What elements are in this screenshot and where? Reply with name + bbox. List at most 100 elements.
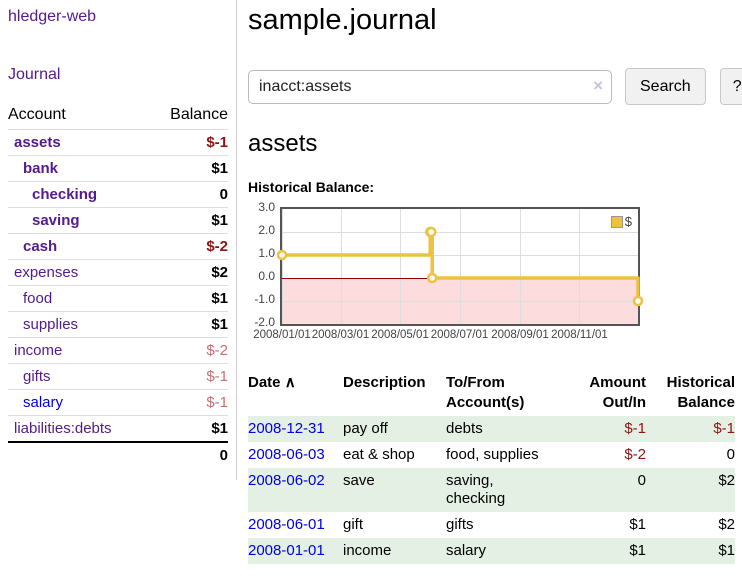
account-row: saving $1 — [8, 208, 228, 234]
transaction-accounts: saving, checking — [446, 468, 558, 512]
account-row: liabilities:debts $1 — [8, 416, 228, 443]
account-balance: $1 — [149, 416, 228, 443]
description-column-header: Description — [343, 370, 446, 416]
transaction-row: 2008-06-02 save saving, checking 0 $2 — [248, 468, 735, 512]
account-balance: $1 — [149, 208, 228, 234]
transaction-accounts: food, supplies — [446, 442, 558, 468]
transaction-balance: 0 — [646, 442, 735, 468]
register-table: Date ∧ Description To/From Account(s) Am… — [248, 370, 735, 564]
legend-label: $ — [625, 214, 632, 229]
accounts-total-value: 0 — [149, 442, 228, 468]
accounts-total-row: 0 — [8, 442, 228, 468]
account-balance: 0 — [149, 182, 228, 208]
register-header-row: Date ∧ Description To/From Account(s) Am… — [248, 370, 735, 416]
account-row: checking 0 — [8, 182, 228, 208]
account-balance: $1 — [149, 156, 228, 182]
transaction-balance: $1 — [646, 538, 735, 564]
accounts-column-header: To/From Account(s) — [446, 370, 558, 416]
transaction-accounts: debts — [446, 416, 558, 442]
transaction-row: 2008-06-01 gift gifts $1 $2 — [248, 512, 735, 538]
account-link-bank[interactable]: bank — [23, 160, 58, 177]
transaction-balance: $-1 — [646, 416, 735, 442]
page-title: sample.journal — [248, 4, 742, 37]
accounts-table: Account Balance assets $-1 bank $1 check… — [8, 101, 228, 468]
transaction-row: 2008-06-03 eat & shop food, supplies $-2… — [248, 442, 735, 468]
transaction-date-link[interactable]: 2008-06-03 — [248, 446, 325, 463]
account-link-salary[interactable]: salary — [23, 394, 63, 411]
amount-column-header: Amount Out/In — [558, 370, 646, 416]
transaction-row: 2008-12-31 pay off debts $-1 $-1 — [248, 416, 735, 442]
account-link-gifts[interactable]: gifts — [23, 368, 51, 385]
transaction-description: pay off — [343, 416, 446, 442]
account-row: income $-2 — [8, 338, 228, 364]
search-button[interactable]: Search — [625, 68, 706, 105]
transaction-balance: $2 — [646, 512, 735, 538]
account-link-food[interactable]: food — [23, 290, 52, 307]
account-balance: $2 — [149, 260, 228, 286]
account-link-income[interactable]: income — [14, 342, 62, 359]
main-content: sample.journal × Search ? assets Histori… — [237, 0, 742, 564]
account-balance: $1 — [149, 312, 228, 338]
transaction-row: 2008-01-01 income salary $1 $1 — [248, 538, 735, 564]
account-row: bank $1 — [8, 156, 228, 182]
transaction-date-link[interactable]: 2008-12-31 — [248, 420, 325, 437]
account-balance: $-2 — [149, 234, 228, 260]
transaction-balance: $2 — [646, 468, 735, 512]
transaction-amount: $1 — [558, 512, 646, 538]
app-title-link[interactable]: hledger-web — [8, 8, 228, 26]
transaction-amount: $-2 — [558, 442, 646, 468]
chart-x-axis: 2008/01/012008/03/012008/05/012008/07/01… — [248, 329, 688, 345]
transaction-description: eat & shop — [343, 442, 446, 468]
transaction-description: gift — [343, 512, 446, 538]
account-link-cash[interactable]: cash — [23, 238, 57, 255]
account-link-liabilities-debts[interactable]: liabilities:debts — [14, 420, 112, 437]
search-form: × Search ? — [248, 68, 742, 105]
account-heading: assets — [248, 130, 742, 158]
page: hledger-web Journal Account Balance asse… — [0, 0, 742, 564]
account-column-header: Account — [8, 101, 149, 130]
search-input[interactable] — [248, 70, 612, 104]
balance-column-header-main: Historical Balance — [646, 370, 735, 416]
transaction-accounts: salary — [446, 538, 558, 564]
account-row: supplies $1 — [8, 312, 228, 338]
account-balance: $-1 — [149, 130, 228, 156]
chart-plot-area: $ — [280, 207, 640, 326]
transaction-date-link[interactable]: 2008-06-02 — [248, 472, 325, 489]
transaction-description: save — [343, 468, 446, 512]
account-row: expenses $2 — [8, 260, 228, 286]
balance-column-header: Balance — [149, 101, 228, 130]
chart-y-axis: 3.02.01.00.0-1.0-2.0 — [248, 205, 275, 330]
account-balance: $-1 — [149, 364, 228, 390]
historical-balance-chart: 3.02.01.00.0-1.0-2.0 $ 2008/01/012008/03… — [248, 205, 688, 347]
transaction-description: income — [343, 538, 446, 564]
transaction-amount: $1 — [558, 538, 646, 564]
account-link-supplies[interactable]: supplies — [23, 316, 78, 333]
account-row: cash $-2 — [8, 234, 228, 260]
sort-ascending-icon: ∧ — [285, 374, 296, 391]
account-row: assets $-1 — [8, 130, 228, 156]
account-balance: $-1 — [149, 390, 228, 416]
date-column-header[interactable]: Date ∧ — [248, 370, 343, 416]
sidebar: hledger-web Journal Account Balance asse… — [0, 0, 237, 480]
account-link-assets[interactable]: assets — [14, 134, 61, 151]
account-link-expenses[interactable]: expenses — [14, 264, 78, 281]
sidebar-item-journal[interactable]: Journal — [8, 66, 228, 84]
account-balance: $1 — [149, 286, 228, 312]
account-link-saving[interactable]: saving — [32, 212, 80, 229]
account-row: salary $-1 — [8, 390, 228, 416]
chart-title: Historical Balance: — [248, 179, 742, 195]
transaction-amount: 0 — [558, 468, 646, 512]
transaction-accounts: gifts — [446, 512, 558, 538]
account-link-checking[interactable]: checking — [32, 186, 97, 203]
transaction-date-link[interactable]: 2008-01-01 — [248, 542, 325, 559]
help-button[interactable]: ? — [720, 68, 742, 105]
accounts-header-row: Account Balance — [8, 101, 228, 130]
account-row: gifts $-1 — [8, 364, 228, 390]
account-balance: $-2 — [149, 338, 228, 364]
transaction-amount: $-1 — [558, 416, 646, 442]
legend-swatch — [611, 216, 623, 228]
transaction-date-link[interactable]: 2008-06-01 — [248, 516, 325, 533]
chart-legend: $ — [611, 214, 632, 229]
account-row: food $1 — [8, 286, 228, 312]
clear-search-icon[interactable]: × — [593, 77, 603, 94]
